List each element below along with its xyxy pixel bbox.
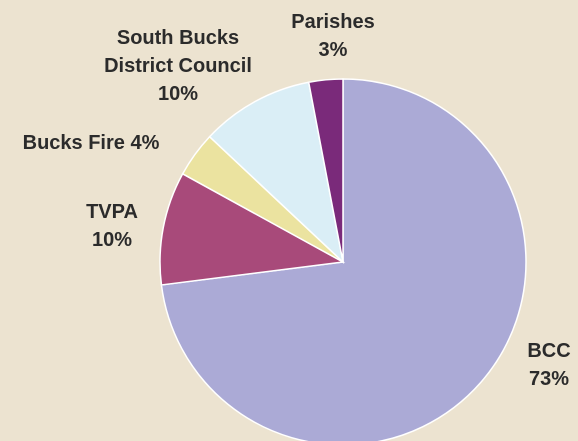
value-label: 4%: [130, 132, 160, 154]
pie-slice: [208, 81, 345, 265]
category-label: TVPA: [86, 201, 138, 223]
slice-label: TVPA 10%: [72, 198, 152, 254]
slice-label: Bucks Fire 4%: [0, 129, 191, 157]
category-label: Parishes: [291, 11, 375, 33]
slice-label: BCC 73%: [519, 337, 578, 393]
slice-label: South Bucks District Council 10%: [83, 24, 273, 108]
value-label: 10%: [157, 83, 199, 105]
value-label: 73%: [528, 368, 570, 390]
pie-slice: [307, 78, 344, 263]
slice-label: Parishes 3%: [278, 8, 388, 64]
value-label: 3%: [318, 39, 348, 61]
category-label: Bucks Fire: [22, 132, 125, 154]
value-label: 10%: [91, 229, 133, 251]
pie-slice: [159, 172, 346, 286]
category-label: BCC: [527, 340, 571, 362]
category-label: South Bucks District Council: [104, 27, 252, 77]
